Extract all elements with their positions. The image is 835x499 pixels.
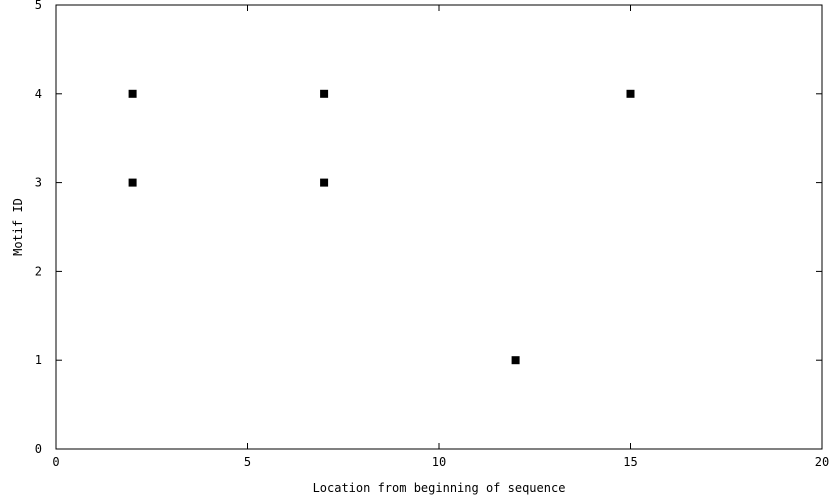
data-point bbox=[320, 89, 329, 98]
x-axis-label: Location from beginning of sequence bbox=[313, 481, 566, 495]
y-tick-label: 1 bbox=[35, 353, 42, 367]
y-axis-label: Motif ID bbox=[11, 198, 25, 256]
x-tick-label: 5 bbox=[244, 455, 251, 469]
y-tick-label: 4 bbox=[35, 87, 42, 101]
data-points bbox=[128, 89, 635, 365]
x-tick-label: 15 bbox=[623, 455, 637, 469]
data-point bbox=[511, 356, 520, 365]
data-point bbox=[320, 178, 329, 187]
data-point bbox=[128, 89, 137, 98]
y-tick-label: 3 bbox=[35, 176, 42, 190]
plot-frame bbox=[55, 4, 823, 450]
x-tick-label: 0 bbox=[52, 455, 59, 469]
y-tick-label: 0 bbox=[35, 442, 42, 456]
x-tick-label: 10 bbox=[432, 455, 446, 469]
data-point bbox=[128, 178, 137, 187]
y-tick-label: 2 bbox=[35, 264, 42, 278]
data-point bbox=[626, 89, 635, 98]
y-tick-label: 5 bbox=[35, 0, 42, 12]
x-axis-ticks: 0 5 10 15 20 bbox=[52, 5, 829, 469]
x-tick-label: 20 bbox=[815, 455, 829, 469]
y-axis-ticks: 0 1 2 3 4 5 bbox=[35, 0, 822, 456]
